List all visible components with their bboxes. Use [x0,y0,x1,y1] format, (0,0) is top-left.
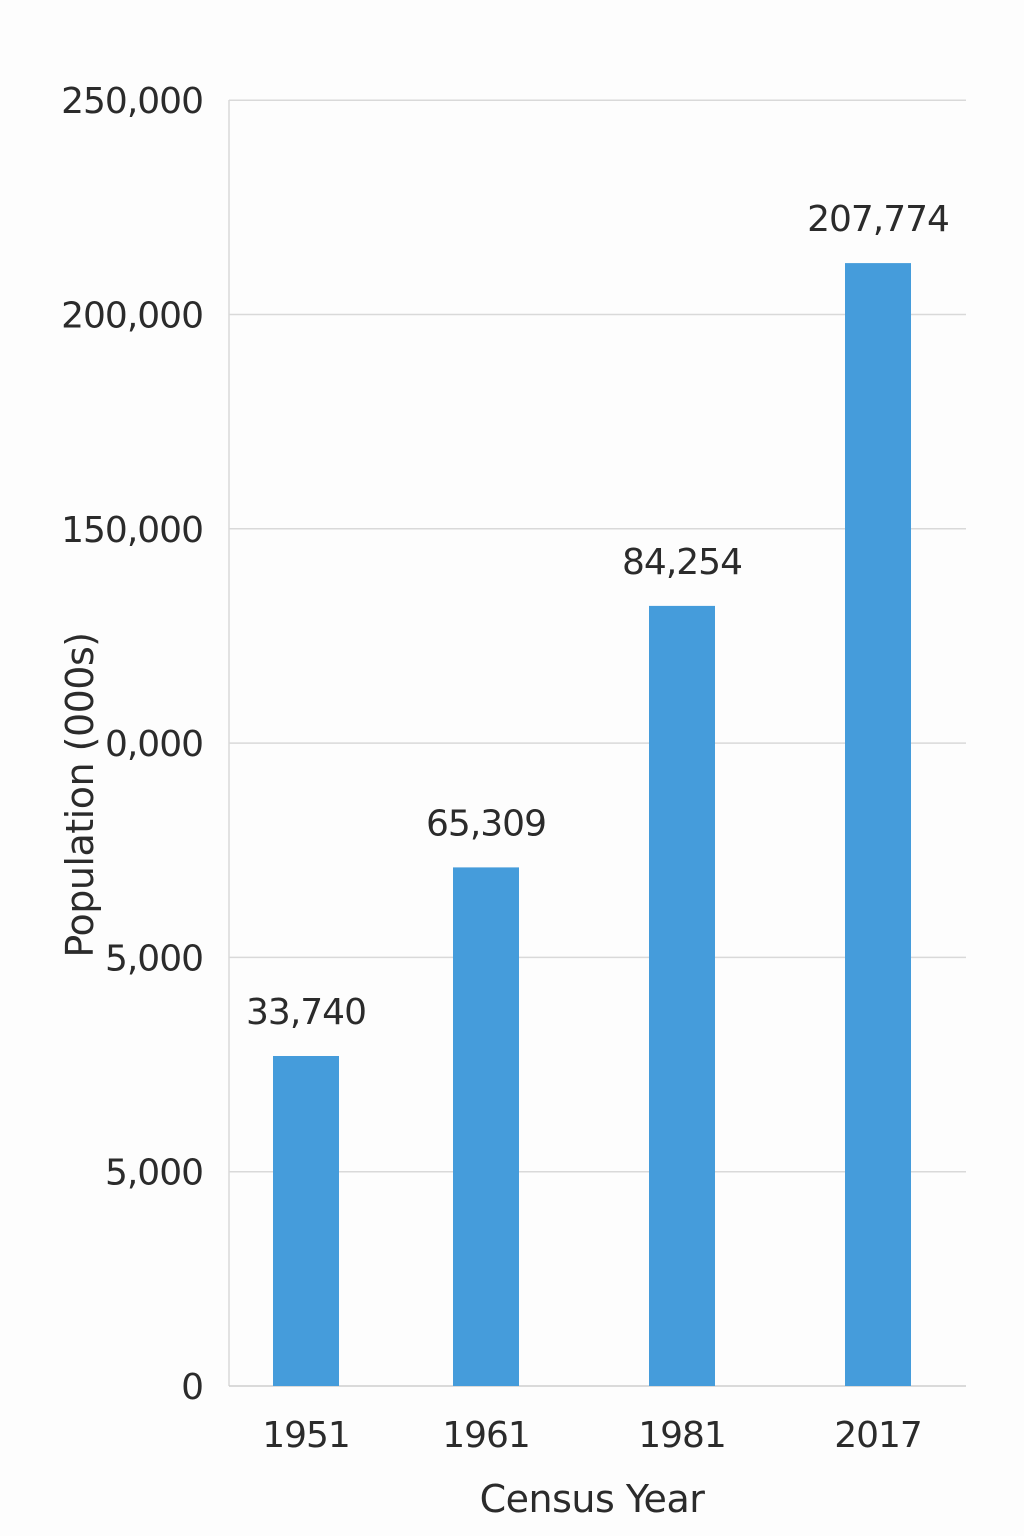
x-tick-labels: 1951 1961 1981 2017 [262,1415,923,1456]
data-label-1961: 65,309 [426,803,546,844]
y-tick-label: 150,000 [61,510,203,551]
bars [273,263,911,1387]
data-label-2017: 207,774 [807,199,949,240]
x-tick-label-2017: 2017 [834,1415,922,1456]
x-tick-label-1961: 1961 [442,1415,530,1456]
data-label-1951: 33,740 [246,992,366,1033]
y-tick-label: 0 [181,1367,203,1408]
x-tick-label-1951: 1951 [262,1415,350,1456]
gridlines [229,99,966,1173]
x-tick-label-1981: 1981 [638,1415,726,1456]
y-tick-label: 5,000 [105,1153,203,1194]
y-tick-label: 200,000 [61,296,203,337]
y-tick-label: 250,000 [61,81,203,122]
bar-1951 [273,1056,339,1386]
bar-2017 [845,263,911,1387]
x-axis-title: Census Year [480,1477,706,1521]
y-tick-labels: 0 5,000 5,000 0,000 150,000 200,000 250,000 [61,81,204,1408]
bar-1961 [453,867,519,1386]
data-labels: 33,740 65,309 84,254 207,774 [246,199,950,1033]
y-tick-label: 5,000 [105,938,203,979]
y-tick-label: 0,000 [105,724,203,765]
axes [228,100,966,1387]
bar-1981 [649,605,715,1386]
data-label-1981: 84,254 [622,542,742,583]
y-axis-title: Population (000s) [58,632,102,957]
